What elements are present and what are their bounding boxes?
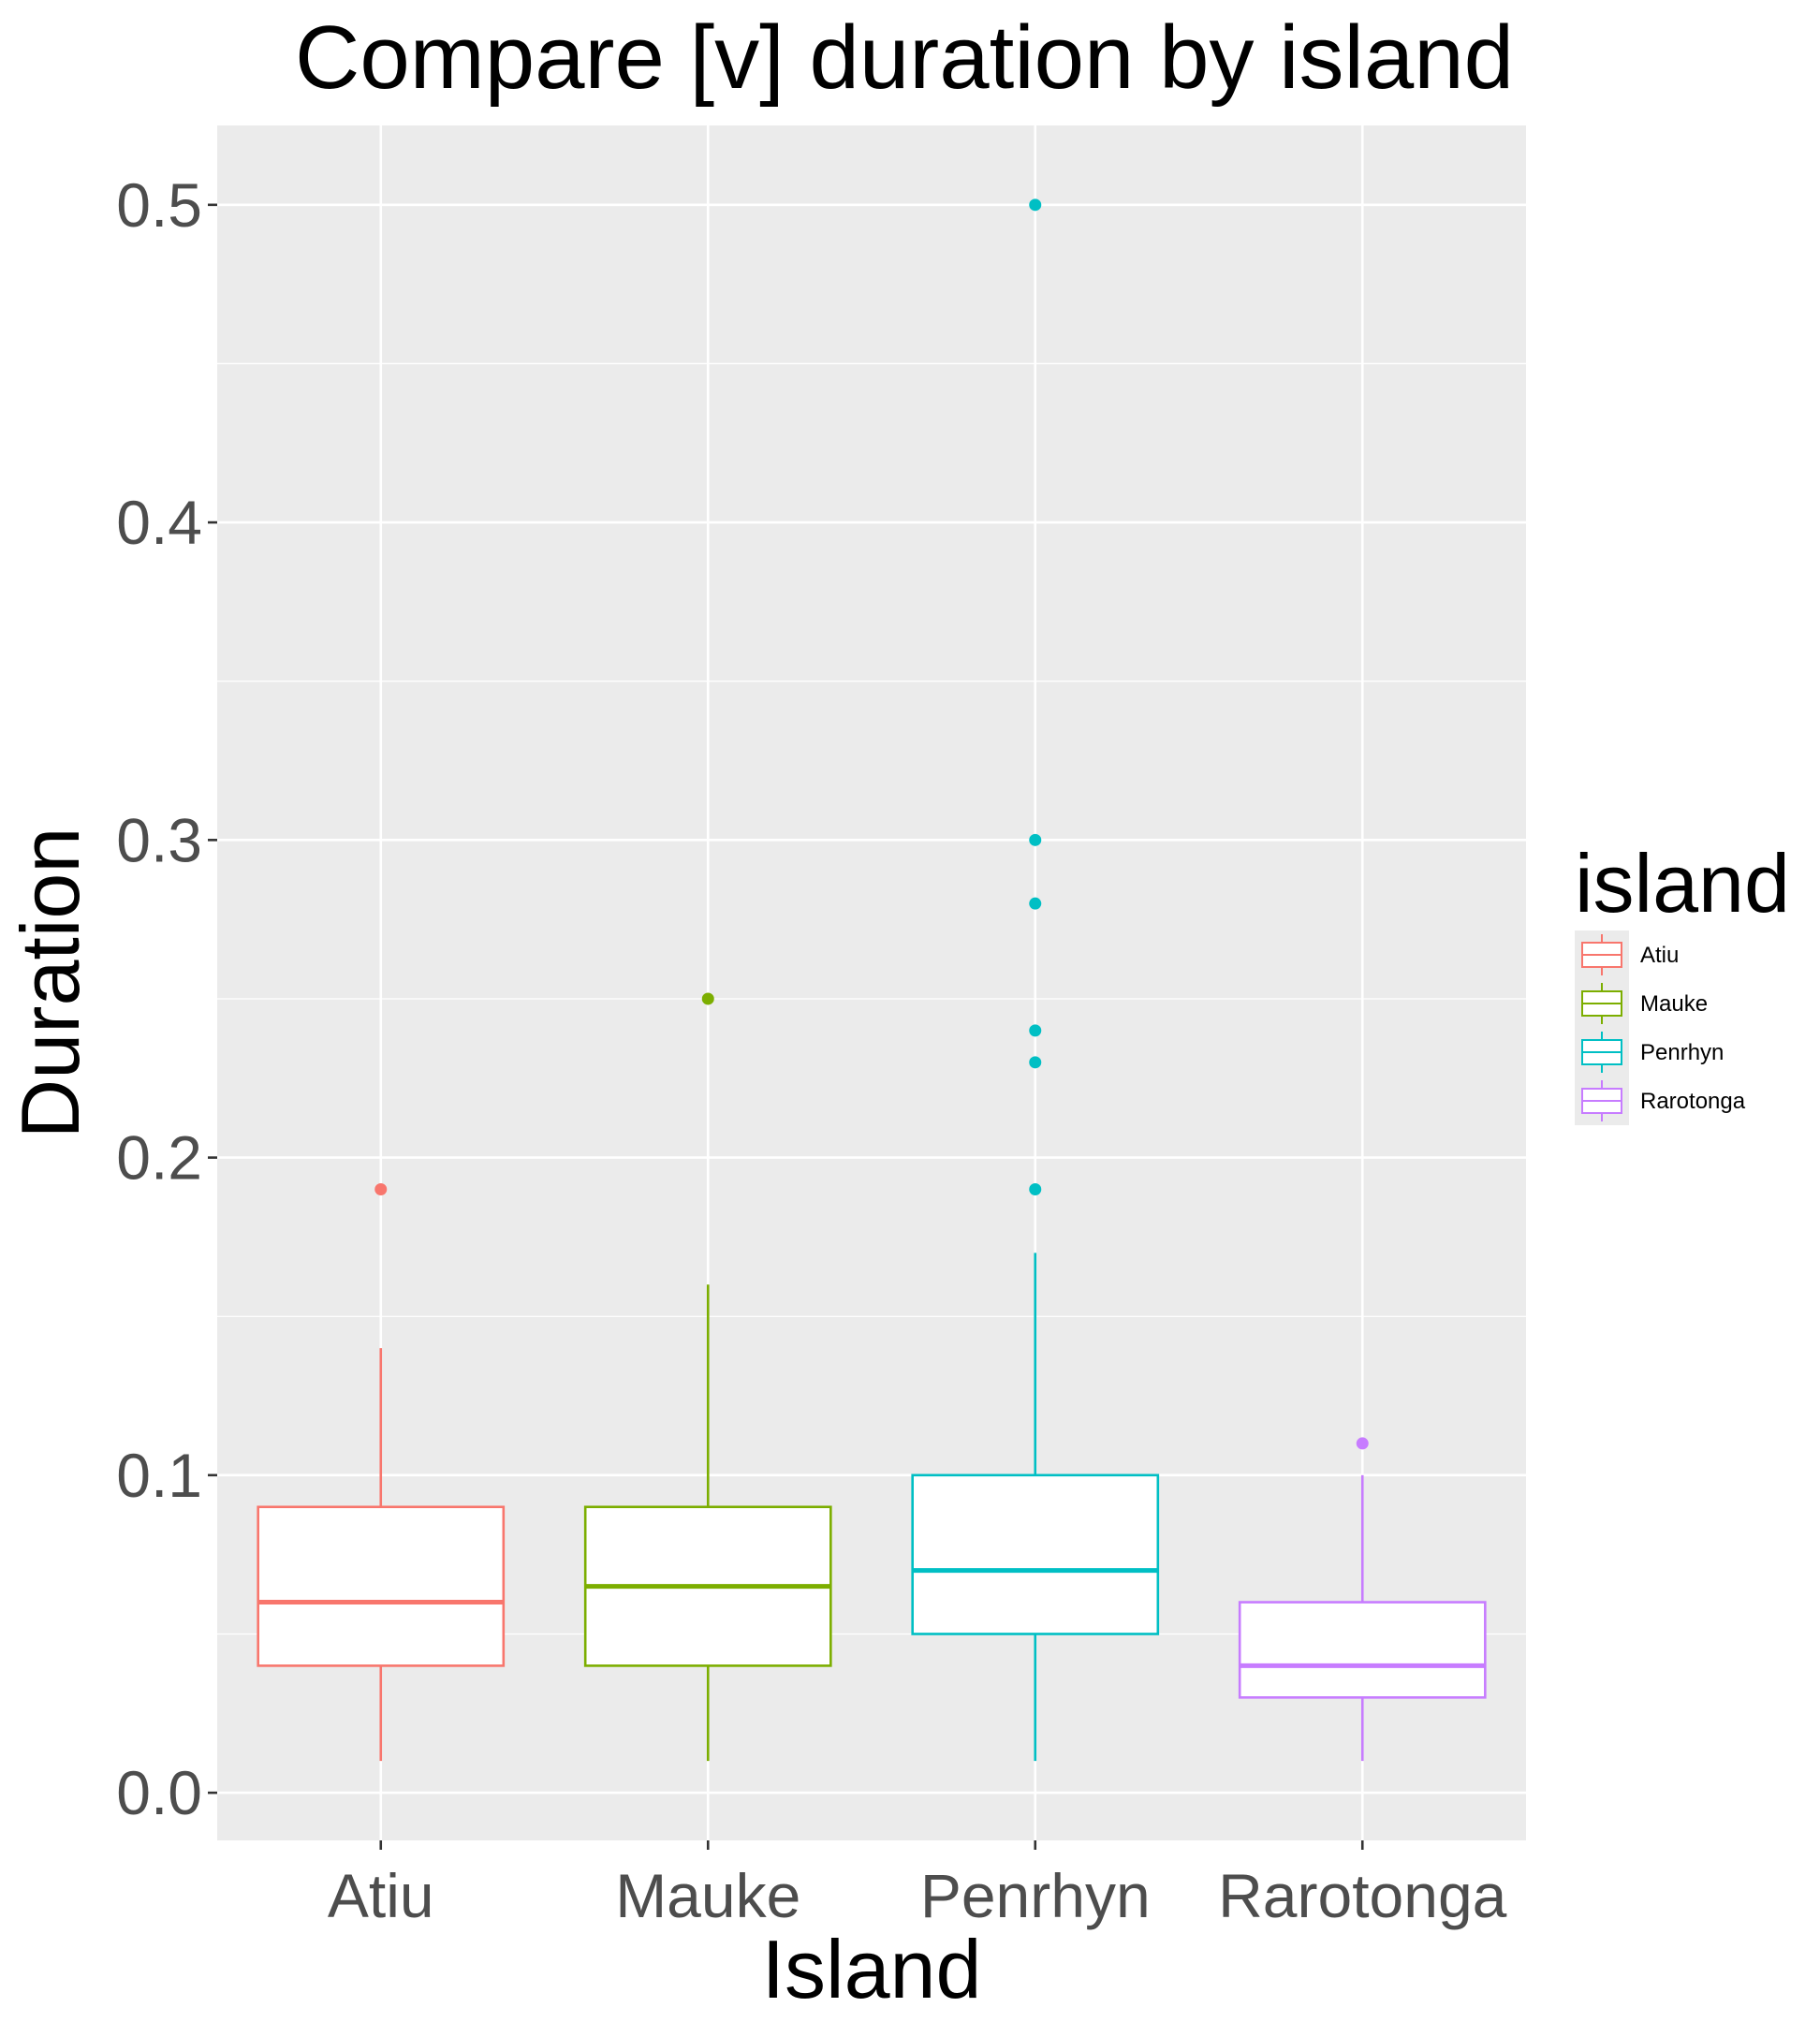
x-axis-title: Island [762,1923,982,2015]
y-tick-label: 0.5 [116,170,202,240]
legend-item-penrhyn: Penrhyn [1581,1032,1724,1073]
grid-major-lines [217,125,1526,1840]
y-tick-label: 0.1 [116,1441,202,1510]
y-tick-label: 0.4 [116,488,202,557]
x-tick-label: Penrhyn [920,1861,1151,1930]
box-atiu [257,1183,506,1762]
legend-title: island [1575,837,1790,930]
y-tick-label: 0.3 [116,805,202,874]
box-penrhyn [911,198,1160,1762]
outlier-point [1029,198,1042,212]
legend-label: Rarotonga [1640,1089,1746,1114]
y-axis-title: Duration [4,828,96,1139]
legend-item-atiu: Atiu [1581,934,1679,975]
legend: island Atiu Mauke Penrhyn Rarotonga [1575,837,1790,1125]
outlier-point [701,992,714,1005]
legend-label: Mauke [1640,991,1708,1017]
box-iqr [257,1505,506,1667]
x-axis: Atiu Mauke Penrhyn Rarotonga [328,1840,1507,1930]
outlier-point [1029,1056,1042,1069]
legend-item-mauke: Mauke [1581,983,1708,1024]
box-iqr [1238,1601,1487,1699]
box-rarotonga [1238,1437,1487,1762]
outlier-point [1029,1183,1042,1196]
box-series-group [257,198,1487,1762]
outlier-point [1029,833,1042,846]
y-tick-label: 0.2 [116,1123,202,1193]
x-tick-label: Atiu [328,1861,434,1930]
outlier-point [1029,897,1042,910]
y-axis: 0.0 0.1 0.2 0.3 0.4 0.5 [116,170,217,1827]
x-tick-label: Rarotonga [1218,1861,1507,1930]
y-tick-label: 0.0 [116,1758,202,1827]
legend-label: Penrhyn [1640,1040,1724,1065]
legend-label: Atiu [1640,943,1679,968]
outlier-point [1356,1437,1369,1450]
box-mauke [583,992,832,1762]
chart-title: Compare [v] duration by island [295,7,1514,108]
x-tick-label: Mauke [615,1861,800,1930]
legend-item-rarotonga: Rarotonga [1581,1080,1746,1121]
outlier-point [374,1183,388,1196]
box-iqr [911,1473,1160,1635]
outlier-point [1029,1024,1042,1037]
